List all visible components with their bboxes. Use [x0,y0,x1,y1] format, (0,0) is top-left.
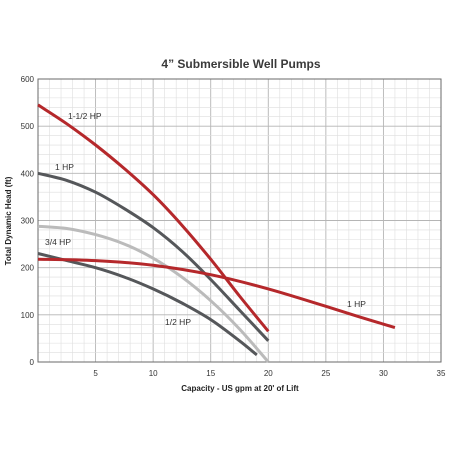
y-tick-label: 100 [21,311,35,320]
series-line-1 [37,171,270,342]
x-tick-label: 35 [437,369,446,378]
chart-title: 4” Submersible Well Pumps [161,57,320,71]
x-tick-label: 15 [206,369,215,378]
y-tick-label: 400 [21,169,35,178]
y-tick-label: 200 [21,264,35,273]
series-label-3-4-hp: 3/4 HP [45,237,71,247]
series-lines [37,103,396,363]
x-tick-label: 20 [264,369,273,378]
y-tick-label: 300 [21,217,35,226]
series-label-1-2-hp: 1/2 HP [165,317,191,327]
series-label-1-hp-gray: 1 HP [55,162,74,172]
x-tick-label: 5 [93,369,98,378]
series-label-1-1-2-hp: 1-1/2 HP [68,111,102,121]
series-line-0 [37,103,270,333]
series-labels: 1-1/2 HP 1 HP 3/4 HP 1/2 HP 1 HP [45,111,366,327]
x-tick-label: 30 [379,369,388,378]
y-axis-label: Total Dynamic Head (ft) [4,176,13,265]
x-tick-label: 25 [321,369,330,378]
y-tick-label: 600 [21,75,35,84]
y-tick-label: 0 [30,358,35,367]
series-label-1-hp-red: 1 HP [347,299,366,309]
y-tick-label: 500 [21,122,35,131]
series-line-2 [37,224,270,363]
series-line-4 [37,257,396,330]
x-axis-label: Capacity - US gpm at 20' of Lift [181,384,299,393]
plot-area-border [37,78,442,363]
grid [38,79,441,362]
tick-labels: 5 10 15 20 25 30 35 0 100 200 300 400 500 600 [21,75,446,378]
series-line-3 [37,252,258,357]
x-tick-label: 10 [149,369,158,378]
